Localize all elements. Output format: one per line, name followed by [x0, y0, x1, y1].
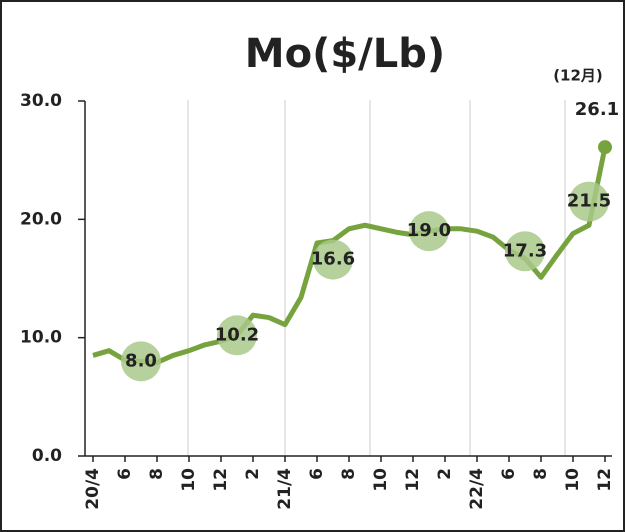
y-tick-label: 20.0	[20, 209, 62, 229]
x-tick-label: 8	[531, 468, 551, 480]
x-tick-label: 22/4	[467, 468, 487, 510]
data-label: 26.1	[575, 99, 619, 120]
data-label: 17.3	[503, 240, 547, 261]
x-tick-label: 6	[499, 468, 519, 480]
x-tick-label: 21/4	[275, 468, 295, 510]
x-tick-label: 6	[307, 468, 327, 480]
label-bubble	[505, 231, 545, 272]
x-tick-label: 2	[435, 468, 455, 480]
y-tick-label: 0.0	[32, 446, 62, 466]
y-tick-label: 10.0	[20, 328, 62, 348]
x-tick-label: 12	[211, 468, 231, 492]
data-label: 10.2	[215, 324, 259, 345]
x-tick-label: 8	[147, 468, 167, 480]
x-tick-label: 12	[403, 468, 423, 492]
x-tick-label: 12	[595, 468, 615, 492]
label-bubble	[121, 341, 161, 382]
data-label: 21.5	[567, 191, 611, 212]
end-dot	[598, 140, 612, 155]
y-tick-label: 30.0	[20, 91, 62, 111]
label-bubble	[569, 181, 609, 222]
data-label: 8.0	[125, 350, 157, 371]
x-tick-label: 2	[243, 468, 263, 480]
x-tick-label: 10	[179, 468, 199, 492]
label-bubble	[313, 239, 353, 280]
annotation: (12月)	[553, 67, 603, 85]
x-grid	[187, 100, 566, 456]
x-tick-label: 10	[563, 468, 583, 492]
x-tick-label: 10	[371, 468, 391, 492]
data-label: 19.0	[407, 220, 451, 241]
x-tick-label: 6	[115, 468, 135, 480]
x-tick-label: 20/4	[83, 468, 103, 510]
data-label: 16.6	[311, 249, 355, 270]
label-bubble	[217, 315, 257, 356]
x-tick-label: 8	[339, 468, 359, 480]
chart-title: Mo($/Lb)	[245, 31, 445, 77]
label-bubble	[409, 211, 449, 252]
